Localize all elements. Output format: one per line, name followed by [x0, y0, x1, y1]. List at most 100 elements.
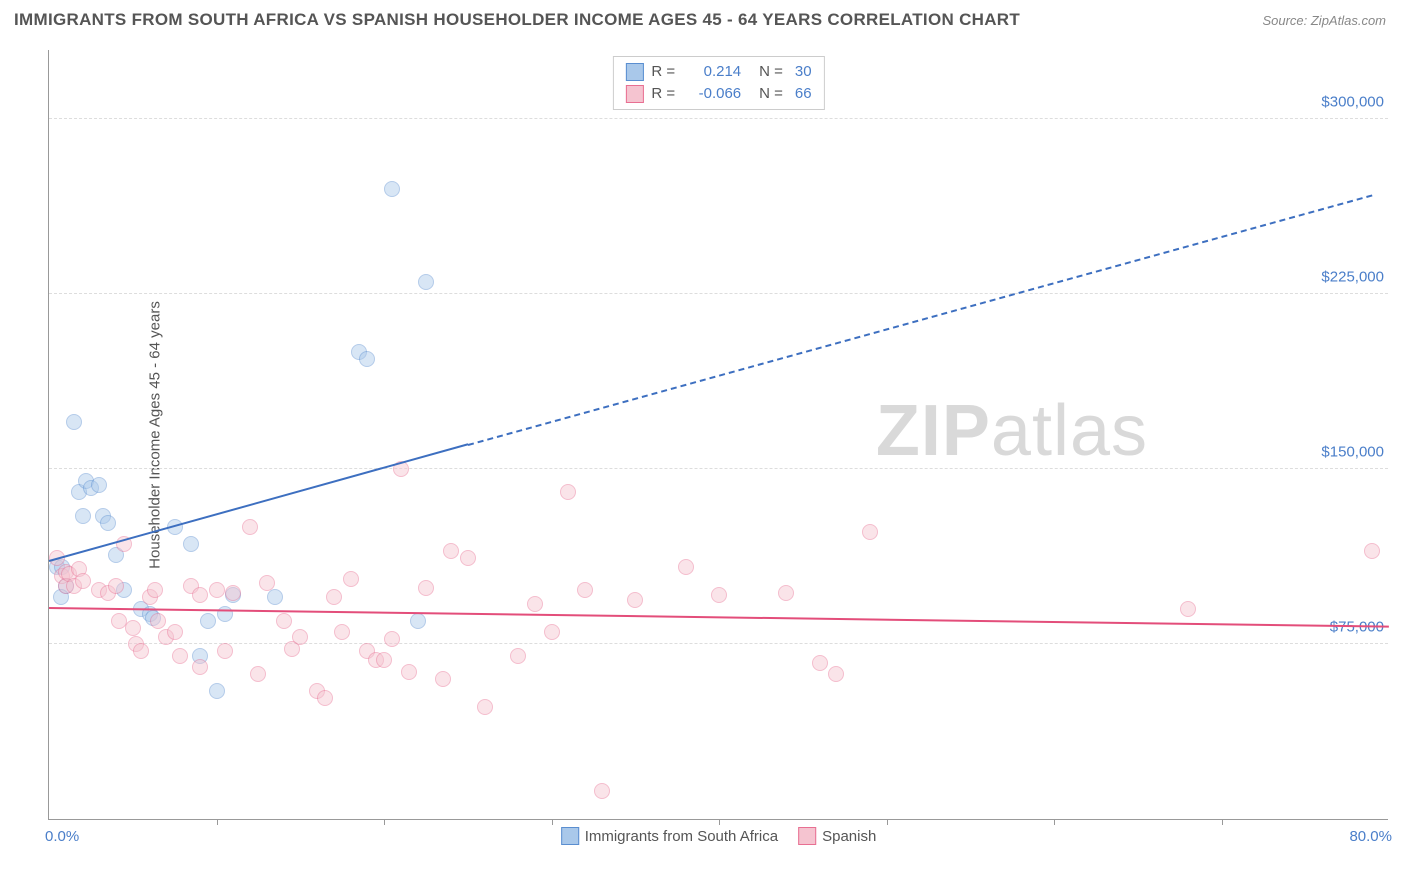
legend-swatch: [625, 63, 643, 81]
data-point: [225, 585, 241, 601]
correlation-legend: R = 0.214 N = 30 R = -0.066 N = 66: [612, 56, 824, 110]
gridline: [49, 468, 1388, 469]
data-point: [510, 648, 526, 664]
data-point: [343, 571, 359, 587]
data-point: [100, 515, 116, 531]
legend-n-label: N =: [759, 61, 783, 83]
trend-line: [49, 444, 468, 563]
data-point: [326, 589, 342, 605]
gridline: [49, 118, 1388, 119]
legend-n-label: N =: [759, 83, 783, 105]
data-point: [418, 580, 434, 596]
data-point: [1364, 543, 1380, 559]
x-min-label: 0.0%: [45, 828, 79, 845]
data-point: [627, 592, 643, 608]
data-point: [209, 582, 225, 598]
legend-row: R = -0.066 N = 66: [625, 83, 811, 105]
x-legend-item: Spanish: [798, 827, 876, 845]
data-point: [125, 620, 141, 636]
data-point: [217, 643, 233, 659]
data-point: [384, 631, 400, 647]
data-point: [75, 508, 91, 524]
x-tick: [217, 819, 218, 825]
chart-title: IMMIGRANTS FROM SOUTH AFRICA VS SPANISH …: [14, 10, 1020, 30]
data-point: [147, 582, 163, 598]
data-point: [812, 655, 828, 671]
x-tick: [1054, 819, 1055, 825]
data-point: [678, 559, 694, 575]
data-point: [259, 575, 275, 591]
data-point: [401, 664, 417, 680]
gridline: [49, 293, 1388, 294]
data-point: [209, 683, 225, 699]
x-legend-label: Spanish: [822, 828, 876, 845]
source-label: Source: ZipAtlas.com: [1262, 13, 1386, 28]
y-tick-label: $150,000: [1321, 444, 1384, 461]
y-tick-label: $225,000: [1321, 269, 1384, 286]
legend-r-value: 0.214: [687, 61, 741, 83]
data-point: [167, 624, 183, 640]
data-point: [276, 613, 292, 629]
legend-row: R = 0.214 N = 30: [625, 61, 811, 83]
data-point: [183, 536, 199, 552]
data-point: [91, 477, 107, 493]
data-point: [477, 699, 493, 715]
data-point: [192, 659, 208, 675]
legend-swatch: [561, 827, 579, 845]
data-point: [410, 613, 426, 629]
data-point: [172, 648, 188, 664]
data-point: [577, 582, 593, 598]
data-point: [376, 652, 392, 668]
data-point: [418, 274, 434, 290]
x-tick: [1222, 819, 1223, 825]
data-point: [778, 585, 794, 601]
legend-r-label: R =: [651, 83, 675, 105]
data-point: [317, 690, 333, 706]
data-point: [828, 666, 844, 682]
data-point: [242, 519, 258, 535]
x-tick: [384, 819, 385, 825]
data-point: [192, 587, 208, 603]
gridline: [49, 643, 1388, 644]
data-point: [250, 666, 266, 682]
data-point: [75, 573, 91, 589]
header-row: IMMIGRANTS FROM SOUTH AFRICA VS SPANISH …: [0, 0, 1406, 36]
data-point: [435, 671, 451, 687]
data-point: [150, 613, 166, 629]
data-point: [544, 624, 560, 640]
y-tick-label: $300,000: [1321, 94, 1384, 111]
x-tick: [887, 819, 888, 825]
data-point: [359, 351, 375, 367]
x-tick: [552, 819, 553, 825]
legend-n-value: 30: [795, 61, 812, 83]
data-point: [460, 550, 476, 566]
data-point: [66, 414, 82, 430]
x-legend-item: Immigrants from South Africa: [561, 827, 778, 845]
legend-n-value: 66: [795, 83, 812, 105]
x-max-label: 80.0%: [1349, 828, 1392, 845]
data-point: [384, 181, 400, 197]
data-point: [334, 624, 350, 640]
data-point: [217, 606, 233, 622]
data-point: [108, 578, 124, 594]
x-tick: [719, 819, 720, 825]
data-point: [527, 596, 543, 612]
x-axis-legend: Immigrants from South Africa Spanish: [561, 827, 877, 845]
data-point: [267, 589, 283, 605]
scatter-chart: Householder Income Ages 45 - 64 years ZI…: [48, 50, 1388, 820]
legend-swatch: [798, 827, 816, 845]
legend-r-label: R =: [651, 61, 675, 83]
x-legend-label: Immigrants from South Africa: [585, 828, 778, 845]
watermark: ZIPatlas: [876, 390, 1148, 472]
data-point: [594, 783, 610, 799]
data-point: [711, 587, 727, 603]
data-point: [560, 484, 576, 500]
data-point: [292, 629, 308, 645]
legend-swatch: [625, 85, 643, 103]
data-point: [862, 524, 878, 540]
data-point: [133, 643, 149, 659]
data-point: [1180, 601, 1196, 617]
data-point: [200, 613, 216, 629]
data-point: [443, 543, 459, 559]
legend-r-value: -0.066: [687, 83, 741, 105]
